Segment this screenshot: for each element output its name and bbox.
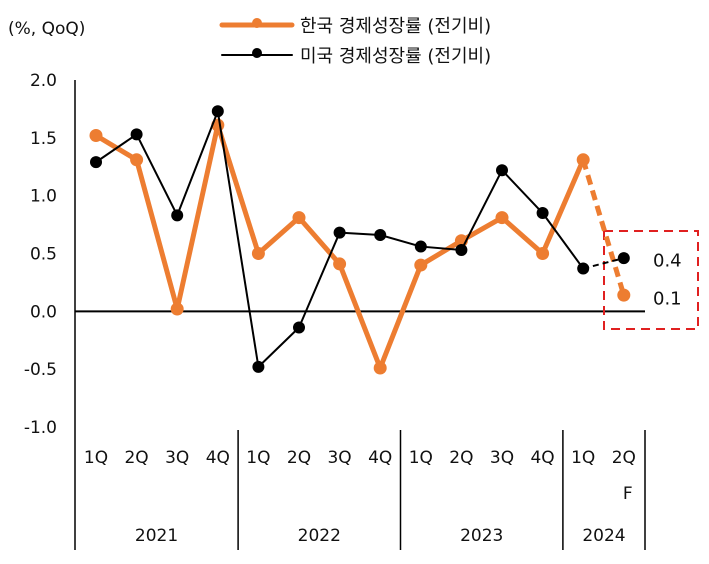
year-label: 2024 [582, 526, 625, 546]
data-point [211, 105, 224, 118]
y-tick-label: -0.5 [24, 360, 57, 380]
x-tick-label: 2Q [287, 448, 311, 468]
x-tick-label: 2Q [449, 448, 473, 468]
data-point [292, 211, 306, 225]
data-point [576, 153, 590, 167]
data-point [130, 128, 143, 141]
data-point [333, 226, 346, 239]
year-label: 2021 [135, 526, 178, 546]
series-line [94, 122, 586, 371]
y-tick-label: 1.0 [30, 187, 57, 207]
y-tick-label: -1.0 [24, 418, 57, 438]
data-point [577, 262, 590, 275]
y-tick-label: 0.0 [30, 302, 57, 322]
forecast-label: F [623, 484, 633, 504]
x-tick-label: 3Q [490, 448, 514, 468]
axes: 2.0 1.5 1.0 0.5 0.0 -0.5 -1.0 1Q 2Q 3Q 4Q 1Q 2Q 3Q 4Q 1… [24, 71, 646, 550]
data-point [373, 361, 387, 375]
us-end-label: 0.4 [653, 250, 682, 271]
x-tick-label: 3Q [327, 448, 351, 468]
x-tick-label: 2Q [124, 448, 148, 468]
x-tick-label: 3Q [165, 448, 189, 468]
legend-label: 미국 경제성장률 (전기비) [300, 46, 491, 67]
y-tick-label: 2.0 [30, 71, 57, 91]
series-line [95, 110, 585, 368]
x-tick-label: 1Q [246, 448, 270, 468]
legend-marker [252, 18, 262, 28]
data-point [333, 257, 347, 271]
data-point [171, 209, 184, 222]
year-label: 2022 [298, 526, 341, 546]
data-point [617, 288, 631, 302]
data-point [170, 302, 184, 316]
data-point [293, 321, 305, 334]
x-tick-label: 4Q [206, 448, 230, 468]
data-point [130, 153, 144, 167]
data-point [252, 360, 265, 373]
legend-marker [252, 48, 262, 58]
korea-series [89, 118, 631, 375]
forecast-highlight-box [603, 230, 699, 330]
x-tick-label: 4Q [368, 448, 392, 468]
data-point [617, 252, 630, 265]
data-point [414, 258, 428, 272]
unit-label: (%, QoQ) [8, 19, 85, 39]
data-point [89, 129, 103, 143]
x-tick-label: 2Q [612, 448, 636, 468]
data-point [536, 207, 549, 220]
x-tick-label: 1Q [571, 448, 595, 468]
y-tick-label: 0.5 [30, 245, 57, 265]
us-series [90, 105, 630, 373]
data-point [414, 240, 427, 253]
y-tick-label: 1.5 [30, 129, 57, 149]
korea-end-label: 0.1 [653, 288, 682, 309]
data-point [374, 228, 387, 241]
data-point [90, 156, 102, 169]
data-point [536, 247, 550, 260]
x-tick-label: 1Q [409, 448, 433, 468]
x-tick-label: 1Q [84, 448, 108, 468]
data-point [496, 164, 508, 177]
forecast-line [580, 159, 627, 296]
marks: 0.1 0.4 [89, 105, 699, 375]
legend: 한국 경제성장률 (전기비) 미국 경제성장률 (전기비) [219, 16, 491, 67]
x-tick-label: 4Q [530, 448, 554, 468]
forecast-line [582, 257, 625, 270]
year-label: 2023 [460, 526, 503, 546]
legend-label: 한국 경제성장률 (전기비) [300, 16, 491, 37]
data-point [495, 211, 509, 225]
data-point [251, 247, 265, 260]
data-point [455, 244, 468, 257]
